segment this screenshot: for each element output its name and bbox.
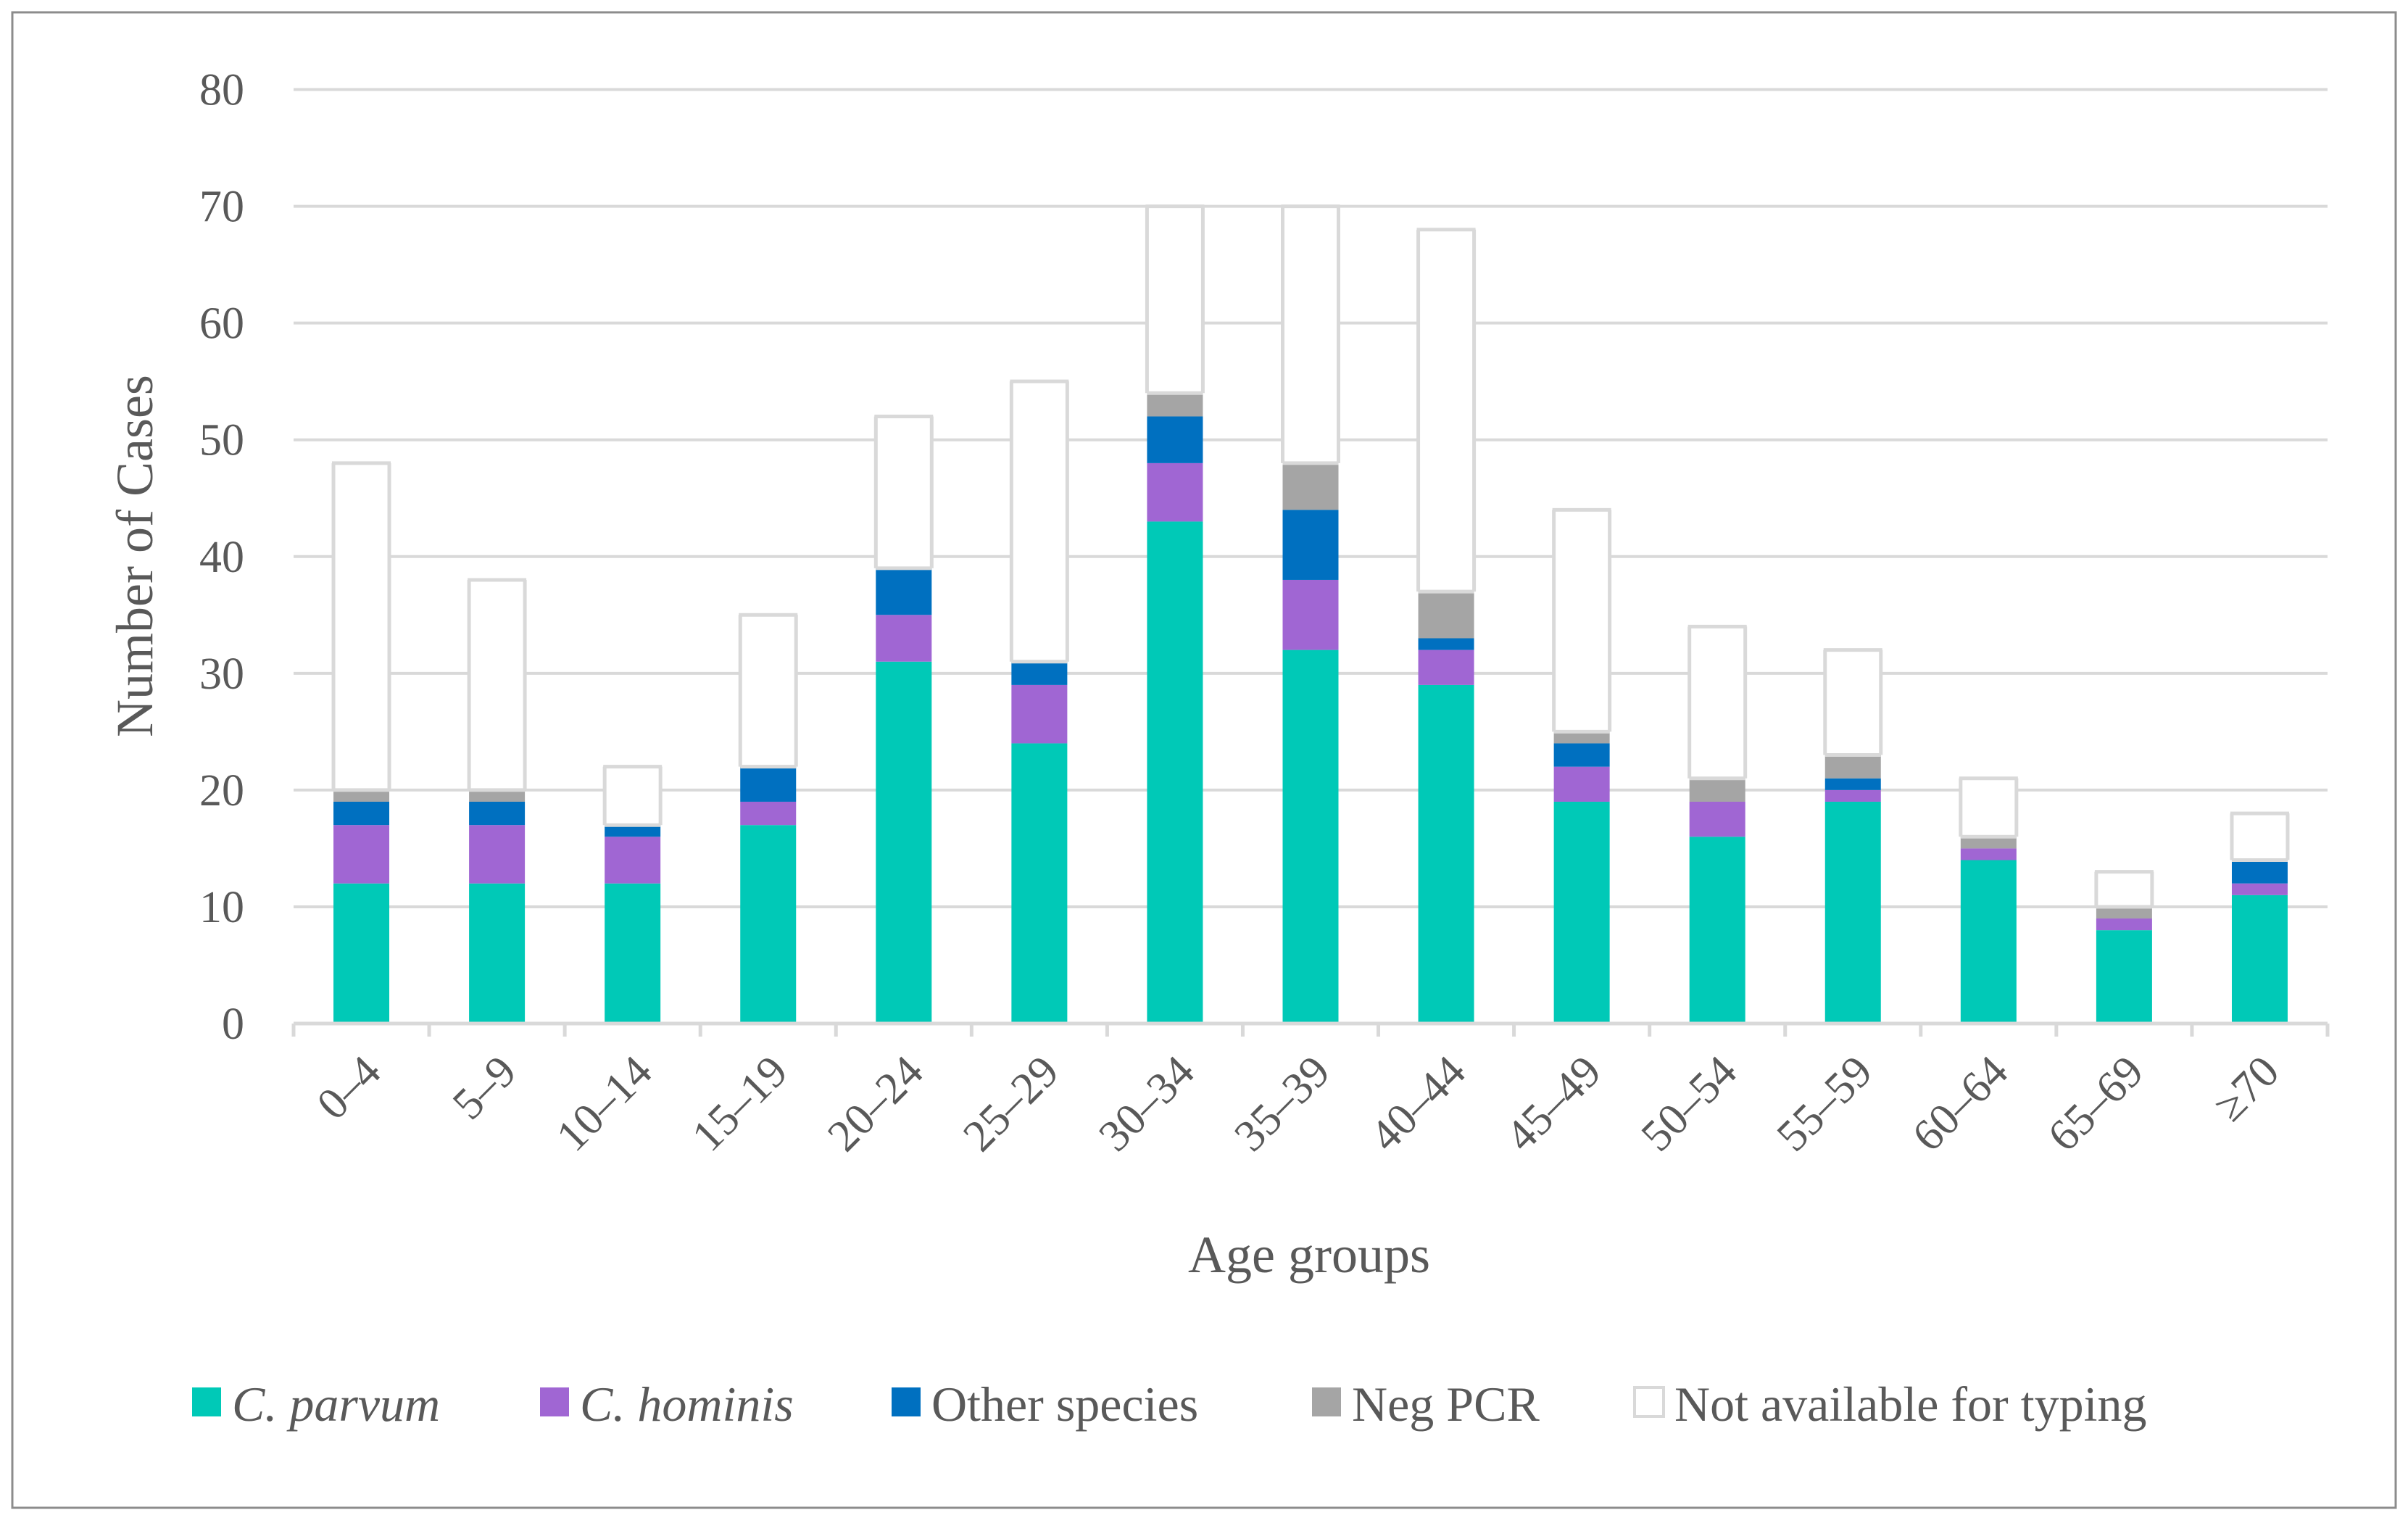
legend-swatch	[1633, 1386, 1665, 1418]
bar-segment	[1553, 510, 1610, 732]
bar-segment	[1282, 206, 1339, 463]
bar-segment	[876, 568, 932, 615]
y-axis-title: Number of Cases	[106, 375, 164, 737]
y-tick-label: 80	[199, 66, 244, 115]
bar-segment	[1824, 778, 1881, 790]
legend-label: C. parvum	[232, 1377, 440, 1432]
bar-segment	[333, 825, 390, 884]
bar-segment	[1418, 229, 1474, 592]
bar-segment	[1824, 650, 1881, 755]
bar-segment	[333, 801, 390, 826]
y-tick-label: 0	[222, 1000, 244, 1049]
bar-segment	[740, 801, 797, 826]
legend-swatch	[540, 1387, 569, 1416]
bar-segment	[333, 883, 390, 1024]
bar-segment	[1553, 801, 1610, 1024]
bar-segment	[1689, 626, 1745, 779]
bar-segment	[469, 883, 526, 1024]
bar-segment	[1147, 206, 1203, 394]
bar-segment	[1418, 650, 1474, 685]
bar-segment	[2096, 906, 2152, 919]
bar-segment	[740, 766, 797, 802]
bar-segment	[605, 883, 661, 1024]
bar-segment	[2096, 930, 2152, 1024]
bar-segment	[605, 825, 661, 837]
bar-segment	[1418, 638, 1474, 650]
bar-segment	[2096, 918, 2152, 931]
bar-segment	[1824, 801, 1881, 1024]
bar-segment	[469, 801, 526, 826]
bar-segment	[1689, 801, 1745, 837]
bar-segment	[1147, 393, 1203, 417]
bar-segment	[1147, 521, 1203, 1024]
bar-segment	[1960, 778, 2017, 837]
legend-swatch	[892, 1387, 921, 1416]
y-tick-label: 70	[199, 183, 244, 232]
bar-segment	[333, 789, 390, 802]
bar-segment	[605, 766, 661, 826]
legend-label: C. hominis	[580, 1377, 794, 1432]
bar-segment	[876, 615, 932, 662]
x-axis-title: Age groups	[1188, 1226, 1430, 1284]
y-tick-label: 40	[199, 533, 244, 582]
bar-segment	[2231, 895, 2288, 1024]
legend: C. parvum C. hominis Other species Neg PCR N…	[192, 1377, 2146, 1432]
bar-segment	[1282, 462, 1339, 510]
bar-segment	[2231, 813, 2288, 860]
bar-segment	[605, 837, 661, 884]
bar-segment	[1418, 592, 1474, 639]
y-tick-label: 10	[199, 883, 244, 932]
bar-segment	[1011, 381, 1068, 662]
bar-segment	[1960, 860, 2017, 1024]
bar-segment	[469, 789, 526, 802]
legend-swatch	[192, 1387, 221, 1416]
bar-segment	[1011, 661, 1068, 685]
x-axis	[291, 1021, 2330, 1037]
y-tick-label: 30	[199, 650, 244, 699]
bar-segment	[1553, 731, 1610, 744]
legend-label: Not available for typing	[1674, 1377, 2146, 1432]
legend-swatch	[1312, 1387, 1341, 1416]
bar-segment	[1282, 650, 1339, 1024]
bar-segment	[1147, 462, 1203, 522]
bar-segment	[876, 661, 932, 1024]
bar-segment	[740, 615, 797, 767]
bar-segment	[469, 579, 526, 790]
legend-label: Neg PCR	[1352, 1377, 1540, 1432]
bar-segment	[1689, 778, 1745, 802]
bar-segment	[2096, 871, 2152, 907]
bar-segment	[1824, 789, 1881, 802]
y-tick-label: 50	[199, 416, 244, 465]
bar-segment	[1147, 416, 1203, 463]
legend-label: Other species	[931, 1377, 1198, 1432]
bar-segment	[1824, 755, 1881, 779]
bar-segment	[1960, 837, 2017, 849]
bar-segment	[1553, 766, 1610, 802]
bar-segment	[1011, 684, 1068, 744]
bars	[331, 204, 2290, 1024]
y-tick-label: 20	[199, 766, 244, 816]
y-tick-labels: 0 10 20 30 40 50 60 70 80	[199, 66, 244, 1050]
bar-segment	[1553, 743, 1610, 767]
bar-segment	[1960, 848, 2017, 860]
bar-segment	[2231, 883, 2288, 895]
bar-segment	[876, 416, 932, 568]
bar-segment	[469, 825, 526, 884]
bar-segment	[740, 825, 797, 1024]
y-tick-label: 60	[199, 299, 244, 349]
bar-segment	[1282, 579, 1339, 650]
bar-segment	[333, 462, 390, 790]
bar-segment	[2231, 860, 2288, 884]
bar-segment	[1282, 510, 1339, 580]
bar-segment	[1689, 837, 1745, 1024]
bar-segment	[1011, 743, 1068, 1024]
bar-segment	[1418, 684, 1474, 1024]
